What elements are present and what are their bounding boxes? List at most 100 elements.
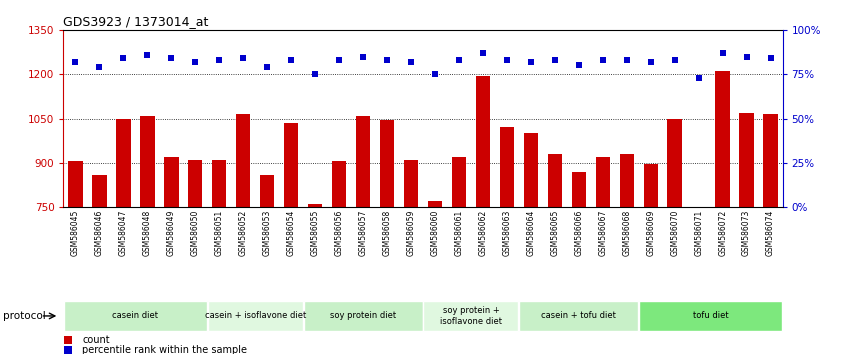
Bar: [69, 161, 83, 207]
Point: [596, 57, 609, 63]
Point: [524, 59, 537, 65]
Bar: [188, 160, 202, 207]
Text: GSM586061: GSM586061: [454, 210, 464, 256]
Bar: [231, 207, 255, 299]
Bar: [279, 207, 303, 299]
Text: GSM586050: GSM586050: [191, 210, 200, 256]
Bar: [524, 133, 538, 207]
Bar: [64, 301, 206, 331]
Bar: [739, 113, 754, 207]
Bar: [711, 207, 734, 299]
Bar: [519, 207, 543, 299]
Bar: [619, 154, 634, 207]
Point: [548, 57, 562, 63]
Point: [92, 64, 106, 70]
Bar: [763, 114, 777, 207]
Text: count: count: [82, 335, 110, 345]
Point: [644, 59, 657, 65]
Text: GSM586068: GSM586068: [623, 210, 631, 256]
Text: GSM586057: GSM586057: [359, 210, 367, 256]
Bar: [404, 160, 418, 207]
Text: GSM586058: GSM586058: [382, 210, 392, 256]
Text: GSM586049: GSM586049: [167, 210, 176, 256]
Point: [356, 54, 370, 59]
Point: [284, 57, 298, 63]
Text: GSM586048: GSM586048: [143, 210, 151, 256]
Text: GSM586047: GSM586047: [119, 210, 128, 256]
Text: GSM586064: GSM586064: [526, 210, 536, 256]
Bar: [447, 207, 471, 299]
Text: GSM586045: GSM586045: [71, 210, 80, 256]
Text: GSM586063: GSM586063: [503, 210, 511, 256]
Point: [620, 57, 634, 63]
Bar: [572, 172, 586, 207]
Bar: [308, 204, 322, 207]
Text: casein + tofu diet: casein + tofu diet: [541, 312, 616, 320]
Point: [739, 54, 753, 59]
Bar: [92, 175, 107, 207]
Bar: [116, 119, 130, 207]
Bar: [260, 175, 274, 207]
Bar: [640, 301, 782, 331]
Bar: [475, 76, 490, 207]
Bar: [375, 207, 399, 299]
Bar: [159, 207, 184, 299]
Point: [716, 50, 729, 56]
Point: [164, 56, 178, 61]
Point: [332, 57, 346, 63]
Text: GSM586054: GSM586054: [287, 210, 295, 256]
Text: GSM586060: GSM586060: [431, 210, 439, 256]
Bar: [184, 207, 207, 299]
Bar: [63, 207, 87, 299]
Point: [189, 59, 202, 65]
Bar: [495, 207, 519, 299]
Bar: [356, 116, 371, 207]
Point: [500, 57, 514, 63]
Bar: [207, 207, 231, 299]
Text: GSM586051: GSM586051: [215, 210, 223, 256]
Bar: [212, 160, 227, 207]
Point: [476, 50, 490, 56]
Bar: [596, 157, 610, 207]
Text: GSM586070: GSM586070: [670, 210, 679, 256]
Text: GSM586055: GSM586055: [310, 210, 320, 256]
Point: [764, 56, 777, 61]
Bar: [332, 161, 346, 207]
Text: GSM586059: GSM586059: [407, 210, 415, 256]
Point: [428, 72, 442, 77]
Bar: [452, 157, 466, 207]
Point: [212, 57, 226, 63]
Point: [667, 57, 681, 63]
Point: [452, 57, 465, 63]
Bar: [667, 119, 682, 207]
Text: GSM586074: GSM586074: [766, 210, 775, 256]
Point: [69, 59, 82, 65]
Text: GSM586056: GSM586056: [335, 210, 343, 256]
Bar: [591, 207, 615, 299]
Bar: [380, 120, 394, 207]
Bar: [428, 201, 442, 207]
Text: GDS3923 / 1373014_at: GDS3923 / 1373014_at: [63, 15, 209, 28]
Point: [261, 64, 274, 70]
Point: [306, 214, 320, 220]
Text: GSM586046: GSM586046: [95, 210, 104, 256]
Text: GSM586069: GSM586069: [646, 210, 655, 256]
Text: GSM586052: GSM586052: [239, 210, 248, 256]
Bar: [423, 207, 447, 299]
Bar: [208, 301, 303, 331]
Bar: [304, 301, 422, 331]
Bar: [164, 157, 179, 207]
Text: GSM586066: GSM586066: [574, 210, 583, 256]
Point: [404, 59, 418, 65]
Point: [236, 56, 250, 61]
Bar: [615, 207, 639, 299]
Bar: [567, 207, 591, 299]
Bar: [716, 72, 730, 207]
Point: [117, 56, 130, 61]
Bar: [500, 127, 514, 207]
Text: GSM586073: GSM586073: [742, 210, 751, 256]
Bar: [327, 207, 351, 299]
Bar: [519, 301, 638, 331]
Bar: [87, 207, 112, 299]
Bar: [759, 207, 783, 299]
